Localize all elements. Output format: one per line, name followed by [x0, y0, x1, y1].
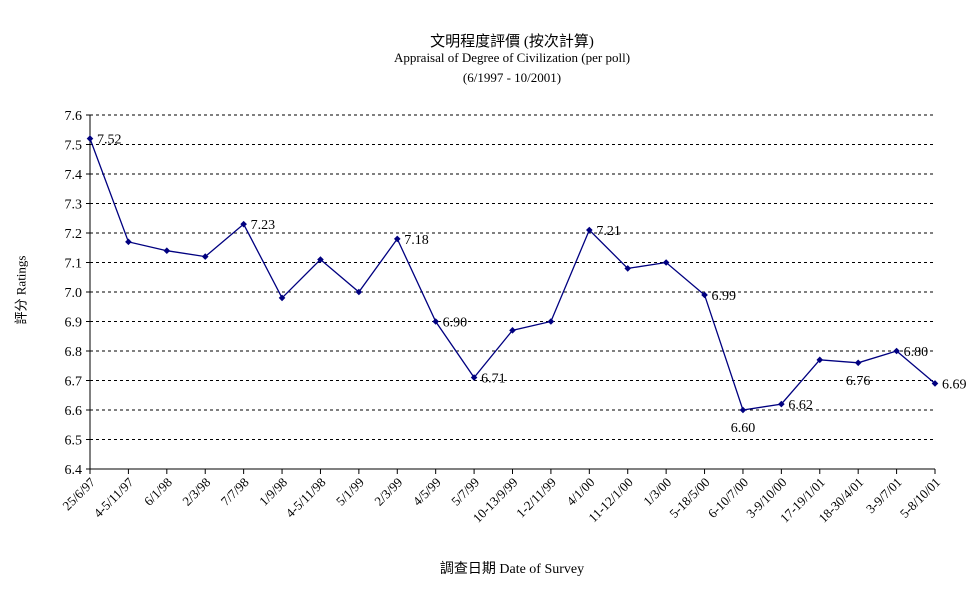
data-point: [547, 318, 555, 325]
data-point: [816, 356, 824, 364]
data-label: 6.99: [712, 289, 737, 304]
data-point: [854, 359, 862, 367]
data-point: [86, 135, 94, 142]
y-tick-label: 6.7: [65, 375, 83, 390]
data-label: 6.90: [443, 316, 468, 331]
data-point: [701, 291, 708, 299]
y-tick-label: 6.4: [65, 463, 83, 478]
x-tick-label: 5/1/99: [333, 475, 367, 509]
y-tick-label: 6.5: [65, 434, 83, 449]
x-tick-label: 2/3/99: [371, 475, 405, 509]
y-tick-label: 7.4: [65, 168, 83, 183]
data-point: [586, 226, 593, 234]
y-tick-label: 7.3: [65, 198, 83, 213]
y-tick-label: 6.9: [65, 316, 83, 331]
y-tick-label: 6.8: [65, 345, 83, 360]
x-tick-label: 5-18/5/00: [666, 475, 712, 521]
data-point: [778, 400, 785, 408]
data-point: [201, 253, 209, 260]
y-tick-label: 7.2: [65, 227, 83, 242]
data-point: [893, 347, 900, 355]
data-label: 7.23: [251, 218, 275, 233]
data-point: [355, 288, 363, 296]
x-tick-label: 1-2/11/99: [513, 475, 559, 521]
data-point: [509, 327, 516, 334]
y-tick-label: 7.0: [65, 286, 83, 301]
series-line: [89, 138, 936, 411]
data-label: 7.21: [596, 224, 621, 239]
x-tick-label: 7/7/98: [218, 475, 252, 509]
x-tick-label: 2/3/98: [179, 475, 213, 509]
data-label: 6.60: [731, 421, 756, 436]
data-point: [624, 265, 632, 272]
data-point: [240, 220, 247, 228]
x-tick-label: 6-10/7/00: [705, 475, 751, 521]
x-tick-label: 4/1/00: [563, 475, 597, 509]
chart-subtitle: Appraisal of Degree of Civilization (per…: [393, 50, 631, 65]
x-axis-label: 調查日期 Date of Survey: [439, 562, 585, 577]
data-point: [931, 380, 939, 387]
data-point: [432, 318, 439, 325]
data-label: 6.76: [846, 374, 871, 389]
y-tick-label: 6.6: [65, 404, 83, 419]
x-tick-label: 1/3/00: [640, 475, 674, 509]
data-point: [739, 406, 747, 414]
x-tick-label: 6/1/98: [141, 475, 175, 509]
y-tick-label: 7.6: [65, 109, 83, 124]
data-point: [278, 294, 286, 302]
data-point: [393, 235, 401, 243]
data-point: [662, 259, 670, 266]
data-label: 6.80: [904, 345, 929, 360]
chart-period: (6/1997 - 10/2001): [462, 70, 562, 85]
data-point: [470, 374, 478, 381]
data-point: [317, 256, 324, 263]
x-tick-label: 5-8/10/01: [897, 475, 943, 521]
x-tick-label: 5/7/99: [448, 475, 482, 509]
data-label: 7.18: [404, 233, 429, 248]
data-label: 6.71: [481, 372, 506, 387]
data-point: [163, 247, 171, 254]
x-tick-label: 1/9/98: [256, 475, 290, 509]
data-label: 6.62: [788, 398, 813, 413]
x-tick-label: 4/5/99: [410, 475, 444, 509]
y-tick-label: 7.5: [65, 139, 83, 154]
data-label: 6.69: [942, 377, 967, 392]
chart-title: 文明程度評價 (按次計算): [430, 34, 594, 50]
x-tick-label: 4-5/11/97: [91, 474, 137, 520]
data-label: 7.52: [97, 133, 122, 148]
x-tick-label: 4-5/11/98: [283, 475, 329, 521]
data-point: [125, 238, 132, 246]
y-tick-label: 7.1: [65, 257, 83, 272]
